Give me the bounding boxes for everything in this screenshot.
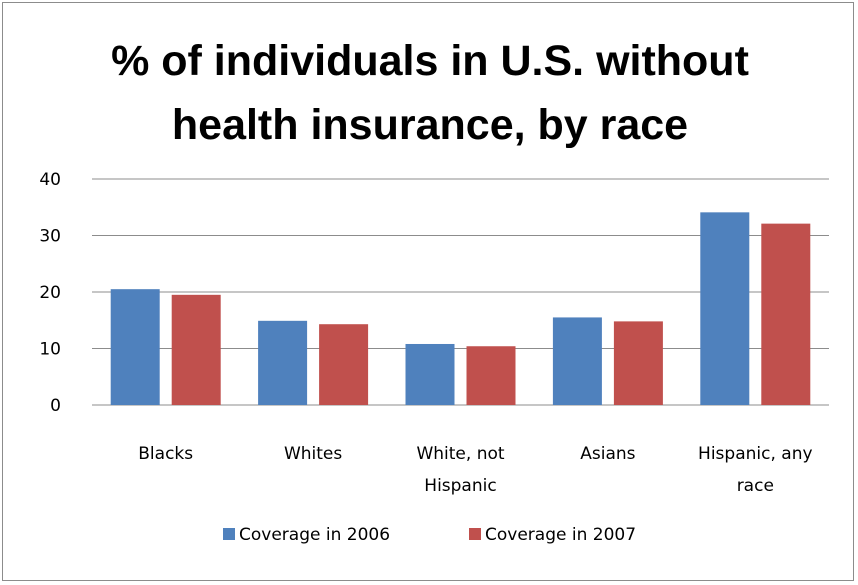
y-tick-label: 10 xyxy=(39,340,61,360)
category-label-line: race xyxy=(737,476,774,496)
x-axis-labels: Blacks Whites White, not Hispanic Asians Hisp… xyxy=(138,444,812,496)
bar xyxy=(258,320,308,405)
chart-title-line-2: health insurance, by race xyxy=(172,101,688,149)
bar xyxy=(466,346,516,405)
y-tick-label: 40 xyxy=(39,170,61,190)
bar xyxy=(552,317,602,405)
legend-swatch xyxy=(223,528,235,540)
category-label-line: Asians xyxy=(580,444,635,464)
category-label: Hispanic, any race xyxy=(698,444,812,496)
category-label-line: Whites xyxy=(284,444,342,464)
bar-chart: % of individuals in U.S. without health … xyxy=(39,37,829,545)
bar xyxy=(613,321,663,405)
category-label-line: Blacks xyxy=(138,444,193,464)
category-label: White, not Hispanic xyxy=(416,444,504,496)
category-label: Blacks xyxy=(138,444,193,464)
legend-label: Coverage in 2007 xyxy=(485,525,636,545)
bar xyxy=(700,212,750,405)
bars xyxy=(110,212,811,405)
legend-swatch xyxy=(469,528,481,540)
bar xyxy=(171,294,221,405)
category-label-line: Hispanic, any xyxy=(698,444,812,464)
y-tick-label: 0 xyxy=(50,396,61,416)
category-label: Asians xyxy=(580,444,635,464)
legend-label: Coverage in 2006 xyxy=(239,525,390,545)
bar xyxy=(319,324,369,405)
y-tick-label: 20 xyxy=(39,283,61,303)
chart-title-line-1: % of individuals in U.S. without xyxy=(111,37,749,85)
y-axis-ticks: 0 10 20 30 40 xyxy=(39,170,61,416)
bar xyxy=(761,223,811,405)
category-label-line: White, not xyxy=(416,444,504,464)
category-label: Whites xyxy=(284,444,342,464)
bar xyxy=(405,343,455,405)
category-label-line: Hispanic xyxy=(424,476,496,496)
bar xyxy=(110,289,160,405)
legend: Coverage in 2006 Coverage in 2007 xyxy=(223,525,636,545)
y-tick-label: 30 xyxy=(39,227,61,247)
